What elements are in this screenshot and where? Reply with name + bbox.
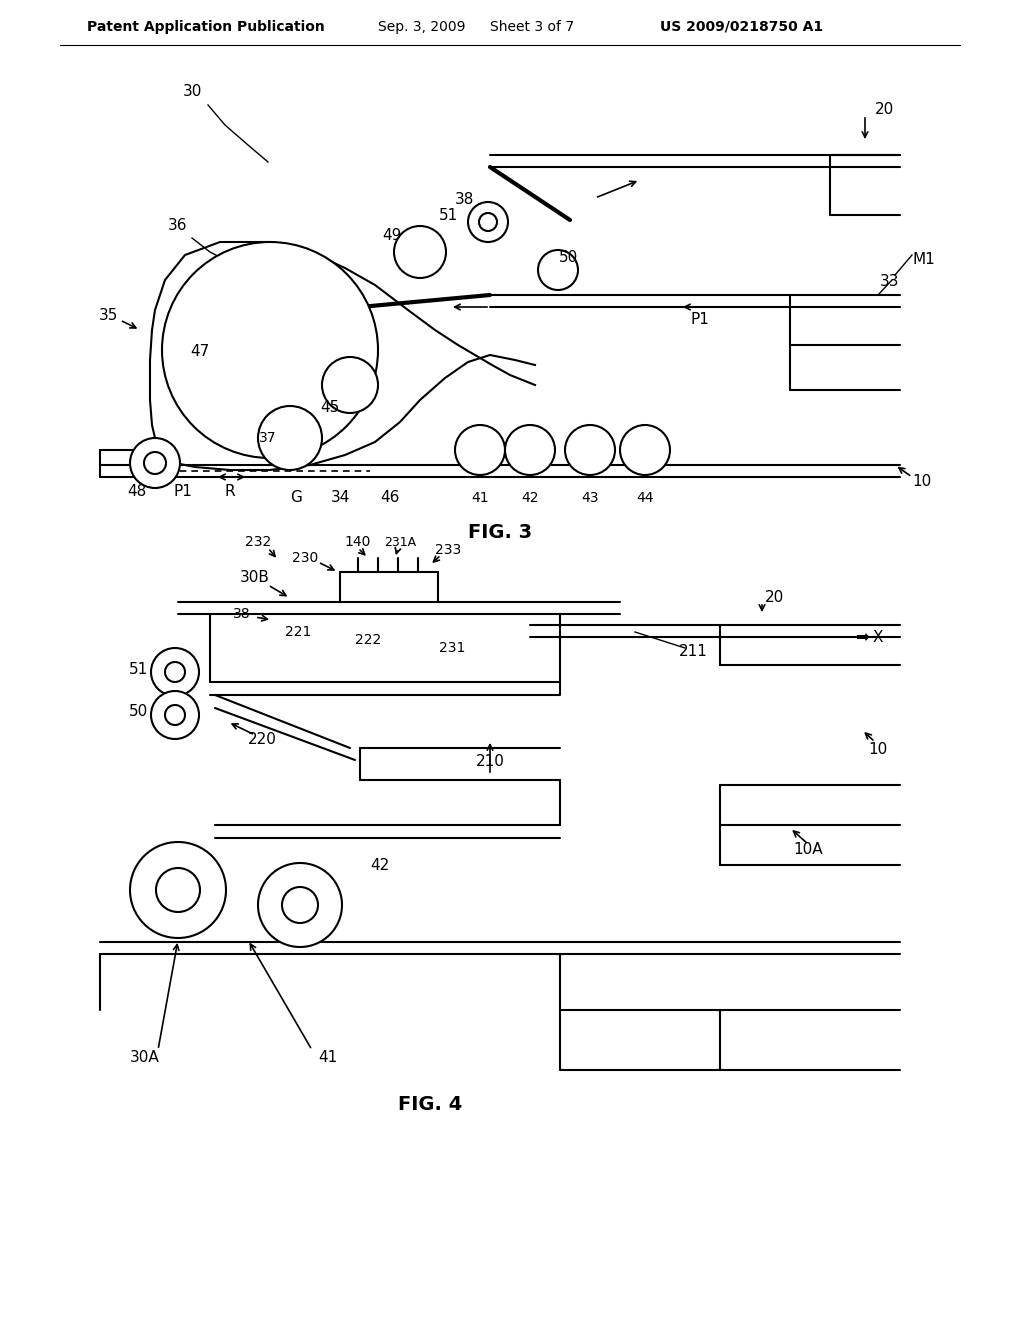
- Text: 34: 34: [331, 491, 349, 506]
- Text: 231: 231: [439, 642, 465, 655]
- Circle shape: [565, 425, 615, 475]
- Text: M1: M1: [912, 252, 935, 268]
- Circle shape: [130, 438, 180, 488]
- Text: 51: 51: [128, 663, 147, 677]
- Circle shape: [282, 887, 318, 923]
- Text: 20: 20: [876, 103, 895, 117]
- Text: 230: 230: [292, 550, 318, 565]
- Circle shape: [162, 242, 378, 458]
- Text: 45: 45: [321, 400, 340, 416]
- Text: R: R: [224, 484, 236, 499]
- Circle shape: [620, 425, 670, 475]
- Text: 30A: 30A: [130, 1051, 160, 1065]
- Text: 36: 36: [168, 218, 187, 232]
- Text: FIG. 3: FIG. 3: [468, 523, 532, 541]
- Circle shape: [468, 202, 508, 242]
- Text: 44: 44: [636, 491, 653, 506]
- Circle shape: [538, 249, 578, 290]
- Circle shape: [156, 869, 200, 912]
- Text: Patent Application Publication: Patent Application Publication: [87, 20, 325, 34]
- Circle shape: [165, 663, 185, 682]
- Text: 38: 38: [456, 193, 475, 207]
- Text: 41: 41: [318, 1051, 338, 1065]
- Circle shape: [165, 705, 185, 725]
- Circle shape: [322, 356, 378, 413]
- Text: ⇒: ⇒: [855, 628, 869, 645]
- Text: 42: 42: [521, 491, 539, 506]
- Text: 231A: 231A: [384, 536, 416, 549]
- Text: US 2009/0218750 A1: US 2009/0218750 A1: [660, 20, 823, 34]
- Text: 41: 41: [471, 491, 488, 506]
- Text: 211: 211: [679, 644, 708, 660]
- Text: P1: P1: [690, 313, 710, 327]
- Text: 37: 37: [259, 432, 276, 445]
- Text: 20: 20: [765, 590, 784, 606]
- Text: Sheet 3 of 7: Sheet 3 of 7: [490, 20, 574, 34]
- Text: 220: 220: [248, 733, 276, 747]
- Text: 232: 232: [245, 535, 271, 549]
- Text: 233: 233: [435, 543, 461, 557]
- Text: 49: 49: [382, 227, 401, 243]
- Text: G: G: [290, 491, 302, 506]
- Text: 35: 35: [98, 308, 118, 322]
- Circle shape: [258, 863, 342, 946]
- Text: 221: 221: [285, 624, 311, 639]
- Text: 50: 50: [558, 249, 578, 264]
- Circle shape: [394, 226, 446, 279]
- Text: 222: 222: [355, 634, 381, 647]
- Circle shape: [455, 425, 505, 475]
- Text: 50: 50: [128, 705, 147, 719]
- Text: FIG. 4: FIG. 4: [398, 1096, 462, 1114]
- Text: 210: 210: [475, 755, 505, 770]
- Text: 140: 140: [345, 535, 371, 549]
- Text: 10: 10: [868, 742, 888, 758]
- Text: 30B: 30B: [240, 570, 270, 586]
- Circle shape: [258, 407, 322, 470]
- Text: 30: 30: [183, 84, 203, 99]
- Circle shape: [130, 842, 226, 939]
- Circle shape: [151, 648, 199, 696]
- Text: X: X: [872, 630, 884, 644]
- Text: 42: 42: [371, 858, 389, 873]
- Circle shape: [151, 690, 199, 739]
- Circle shape: [505, 425, 555, 475]
- Text: 48: 48: [127, 484, 146, 499]
- Text: 43: 43: [582, 491, 599, 506]
- Text: 33: 33: [881, 275, 900, 289]
- Circle shape: [479, 213, 497, 231]
- Circle shape: [144, 451, 166, 474]
- Text: 51: 51: [438, 207, 458, 223]
- Text: 38: 38: [233, 607, 251, 620]
- Text: P1: P1: [173, 484, 193, 499]
- Text: 47: 47: [190, 345, 210, 359]
- Text: 10: 10: [912, 474, 931, 490]
- Text: 46: 46: [380, 491, 399, 506]
- Text: 10A: 10A: [794, 842, 823, 858]
- Text: Sep. 3, 2009: Sep. 3, 2009: [378, 20, 466, 34]
